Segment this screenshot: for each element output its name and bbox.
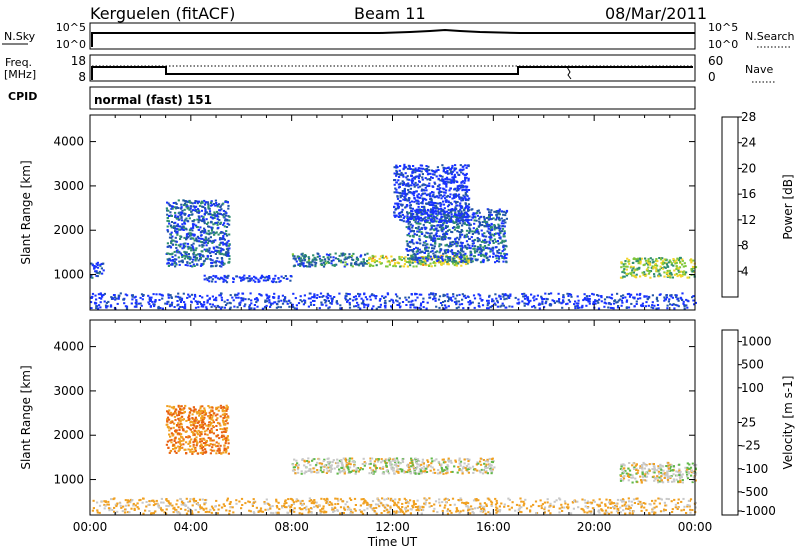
echo-region-0-3 [203, 274, 293, 284]
y-axis-label-1: Slant Range [km] [19, 365, 33, 469]
y-tick-label-1-3: 4000 [53, 340, 84, 354]
colorbar-tick-1-2: 100 [741, 381, 764, 395]
colorbar-tick-1-4: -25 [741, 439, 761, 453]
x-tick-label-4: 16:00 [476, 520, 511, 534]
noise-left-label: N.Sky [4, 30, 36, 43]
colorbar-tick-1-7: -1000 [741, 504, 776, 518]
nave-label: Nave [745, 63, 773, 76]
date-title: 08/Mar/2011 [605, 4, 707, 23]
colorbar-tick-1-6: -500 [741, 485, 768, 499]
freq-tick-high: 18 [71, 54, 86, 68]
colorbar-tick-0-5: 24 [741, 136, 756, 150]
y-tick-label-0-3: 4000 [53, 135, 84, 149]
x-tick-label-2: 08:00 [274, 520, 309, 534]
colorbar-label-0: Power [dB] [781, 174, 795, 239]
y-axis-label-0: Slant Range [km] [19, 160, 33, 264]
freq-label-2: [MHz] [4, 68, 36, 81]
y-tick-label-1-1: 2000 [53, 428, 84, 442]
noise-left-tick-low: 10^0 [56, 38, 86, 51]
freq-tick-low: 8 [78, 70, 86, 84]
station-title: Kerguelen (fitACF) [90, 4, 235, 23]
echo-region-1-2 [291, 457, 496, 475]
noise-panel: N.Sky 10^5 10^0 10^5 10^0 N.Search [2, 21, 795, 51]
freq-glitch [566, 66, 572, 80]
y-tick-label-0-0: 1000 [53, 268, 84, 282]
colorbar-tick-1-5: -100 [741, 462, 768, 476]
x-tick-label-0: 00:00 [73, 520, 108, 534]
colorbar-tick-0-2: 12 [741, 213, 756, 227]
colorbar-tick-1-3: 25 [741, 416, 756, 430]
x-tick-label-6: 00:00 [678, 520, 713, 534]
heatmap-panel-0: 1000 2000 3000 4000 Slant Range [km] 4 8 12 16 20… [19, 110, 795, 311]
nave-tick-low: 0 [708, 70, 716, 84]
echo-region-0-4 [291, 252, 369, 268]
echo-region-0-8 [619, 256, 698, 279]
x-tick-label-3: 12:00 [375, 520, 410, 534]
y-tick-label-0-2: 3000 [53, 179, 84, 193]
colorbar-tick-1-1: 500 [741, 358, 764, 372]
echo-region-0-0 [90, 292, 697, 310]
colorbar-tick-0-3: 16 [741, 187, 756, 201]
echo-region-1-0 [91, 497, 697, 515]
noise-right-tick-low: 10^0 [708, 38, 738, 51]
freq-panel: Freq. [MHz] 18 8 60 0 Nave [4, 54, 775, 84]
colorbar-tick-0-1: 8 [741, 239, 749, 253]
noise-left-tick-high: 10^5 [56, 21, 86, 34]
colorbar-tick-0-0: 4 [741, 264, 749, 278]
noise-trace [91, 28, 695, 47]
echo-region-1-3 [619, 461, 698, 484]
heatmap-panel-1: 1000 2000 3000 4000 Slant Range [km] 00:00 04:… [19, 319, 795, 549]
cpid-value: normal (fast) 151 [94, 93, 212, 107]
cpid-frame [89, 86, 696, 110]
y-tick-label-1-2: 3000 [53, 384, 84, 398]
echo-region-0-1 [90, 261, 105, 279]
x-tick-label-1: 04:00 [174, 520, 209, 534]
colorbar-tick-1-0: 1000 [741, 335, 772, 349]
noise-right-tick-high: 10^5 [708, 21, 738, 34]
echo-region-0-2 [165, 199, 231, 268]
noise-frame [89, 22, 696, 50]
nave-tick-high: 60 [708, 54, 723, 68]
cpid-label: CPID [8, 90, 37, 103]
noise-right-label: N.Search [745, 30, 795, 43]
x-axis-label: Time UT [367, 535, 418, 549]
beam-title: Beam 11 [354, 4, 426, 23]
colorbar-label-1: Velocity [m s-1] [781, 376, 795, 470]
freq-label-1: Freq. [5, 56, 32, 69]
echo-region-1-1 [165, 404, 230, 455]
freq-trace [91, 66, 693, 80]
colorbar-frame-0 [721, 116, 739, 298]
x-tick-label-5: 20:00 [577, 520, 612, 534]
colorbar-frame-1 [721, 329, 739, 516]
colorbar-tick-0-4: 20 [741, 161, 756, 175]
echo-region-0-7 [393, 163, 471, 223]
freq-frame [89, 54, 696, 82]
y-tick-label-0-1: 2000 [53, 223, 84, 237]
y-tick-label-1-0: 1000 [53, 473, 84, 487]
colorbar-tick-0-6: 28 [741, 110, 756, 124]
cpid-row: CPID normal (fast) 151 [8, 86, 696, 110]
